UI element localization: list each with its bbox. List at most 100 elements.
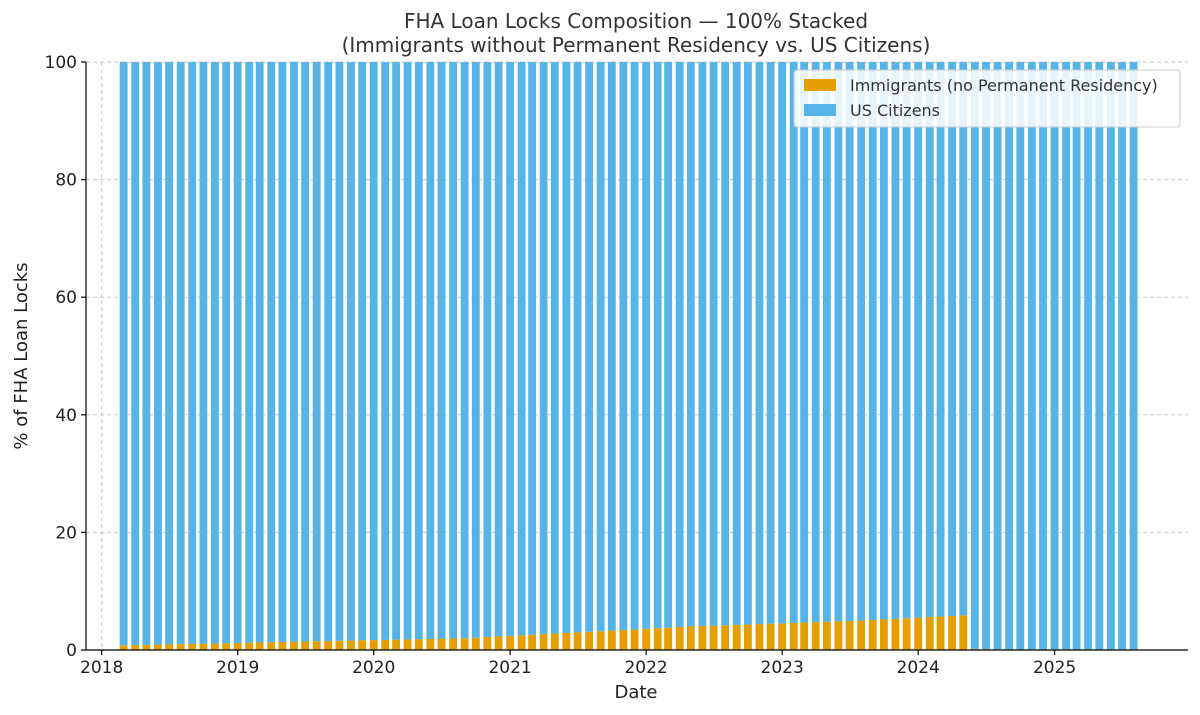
bar-us-citizens (902, 62, 911, 619)
bar-us-citizens (914, 62, 923, 618)
bar-us-citizens (131, 62, 140, 646)
bar-us-citizens (721, 62, 730, 626)
bar-immigrants (573, 632, 582, 650)
bar-immigrants (721, 625, 730, 650)
bar-us-citizens (539, 62, 548, 635)
bar-us-citizens (426, 62, 435, 639)
bar-us-citizens (698, 62, 707, 627)
bar-us-citizens (1016, 62, 1025, 650)
bar-us-citizens (982, 62, 990, 650)
bar-us-citizens (528, 62, 537, 635)
bar-immigrants (392, 639, 400, 650)
x-axis-ticks: 2018 2019 2020 2021 2022 2023 2024 2025 (80, 650, 1076, 678)
bar-immigrants (562, 632, 571, 650)
bar-us-citizens (211, 62, 219, 644)
bar-us-citizens (653, 62, 662, 629)
bar-immigrants (358, 640, 367, 650)
bar-us-citizens (834, 62, 843, 622)
bar-immigrants (142, 644, 151, 650)
bar-immigrants (879, 619, 888, 650)
bar-immigrants (902, 618, 911, 650)
bar-immigrants (188, 643, 197, 650)
bar-immigrants (369, 640, 378, 650)
bar-immigrants (948, 615, 957, 650)
x-tick-label: 2024 (897, 658, 940, 678)
bar-immigrants (630, 629, 639, 650)
bar-immigrants (403, 639, 412, 650)
bar-immigrants (131, 645, 140, 650)
bar-us-citizens (925, 62, 934, 618)
bar-us-citizens (891, 62, 900, 619)
bar-immigrants (381, 639, 390, 650)
bar-immigrants (642, 628, 651, 650)
bar-us-citizens (868, 62, 877, 621)
bar-us-citizens (732, 62, 741, 625)
bar-immigrants (528, 634, 537, 650)
bar-us-citizens (789, 62, 798, 623)
bar-immigrants (800, 622, 809, 650)
bar-us-citizens (460, 62, 469, 639)
bar-us-citizens (822, 62, 831, 622)
bar-us-citizens (675, 62, 684, 628)
legend-label-immigrants: Immigrants (no Permanent Residency) (850, 76, 1158, 95)
y-axis-label: % of FHA Loan Locks (11, 262, 32, 449)
bars (119, 62, 1138, 650)
bar-immigrants (347, 640, 355, 650)
bar-immigrants (290, 641, 298, 650)
bar-us-citizens (857, 62, 866, 621)
y-tick-label: 0 (66, 641, 77, 661)
bar-immigrants (755, 624, 764, 650)
bar-immigrants (585, 631, 594, 650)
bar-us-citizens (245, 62, 254, 643)
bar-immigrants (449, 638, 458, 650)
bar-immigrants (811, 622, 820, 650)
bar-us-citizens (811, 62, 820, 623)
bar-us-citizens (879, 62, 888, 620)
bar-us-citizens (222, 62, 231, 644)
x-tick-label: 2021 (488, 658, 531, 678)
legend-swatch-us-citizens (804, 104, 836, 116)
legend-box (793, 69, 1181, 128)
bar-immigrants (324, 641, 333, 650)
bar-us-citizens (1005, 62, 1014, 650)
bar-immigrants (539, 634, 548, 650)
bar-us-citizens (664, 62, 673, 628)
bar-immigrants (199, 643, 208, 650)
bar-immigrants (857, 620, 866, 650)
bar-us-citizens (347, 62, 355, 641)
bar-immigrants (822, 621, 831, 650)
bar-us-citizens (948, 62, 957, 616)
bar-immigrants (335, 640, 344, 650)
bar-immigrants (834, 621, 843, 650)
bar-immigrants (471, 637, 480, 650)
bar-immigrants (460, 638, 469, 650)
bar-immigrants (414, 639, 423, 650)
bar-immigrants (153, 644, 162, 650)
bar-immigrants (165, 644, 174, 650)
bar-us-citizens (142, 62, 151, 645)
x-tick-label: 2023 (761, 658, 804, 678)
bar-us-citizens (686, 62, 695, 627)
bar-us-citizens (278, 62, 287, 643)
bar-us-citizens (1027, 62, 1036, 650)
bar-us-citizens (449, 62, 458, 639)
bar-immigrants (868, 620, 877, 650)
bar-immigrants (312, 641, 321, 650)
bar-immigrants (176, 644, 185, 650)
bar-us-citizens (494, 62, 503, 637)
bar-immigrants (619, 630, 628, 650)
bar-us-citizens (936, 62, 945, 617)
x-tick-label: 2025 (1033, 658, 1076, 678)
bar-immigrants (891, 618, 900, 650)
bar-us-citizens (1072, 62, 1081, 650)
bar-us-citizens (562, 62, 571, 633)
bar-us-citizens (199, 62, 208, 644)
bar-us-citizens (188, 62, 197, 644)
bar-us-citizens (1039, 62, 1047, 650)
bar-us-citizens (165, 62, 174, 645)
x-tick-label: 2020 (352, 658, 395, 678)
bar-us-citizens (392, 62, 400, 640)
bar-us-citizens (845, 62, 854, 622)
legend-swatch-immigrants (804, 79, 836, 91)
y-tick-label: 80 (55, 171, 77, 191)
